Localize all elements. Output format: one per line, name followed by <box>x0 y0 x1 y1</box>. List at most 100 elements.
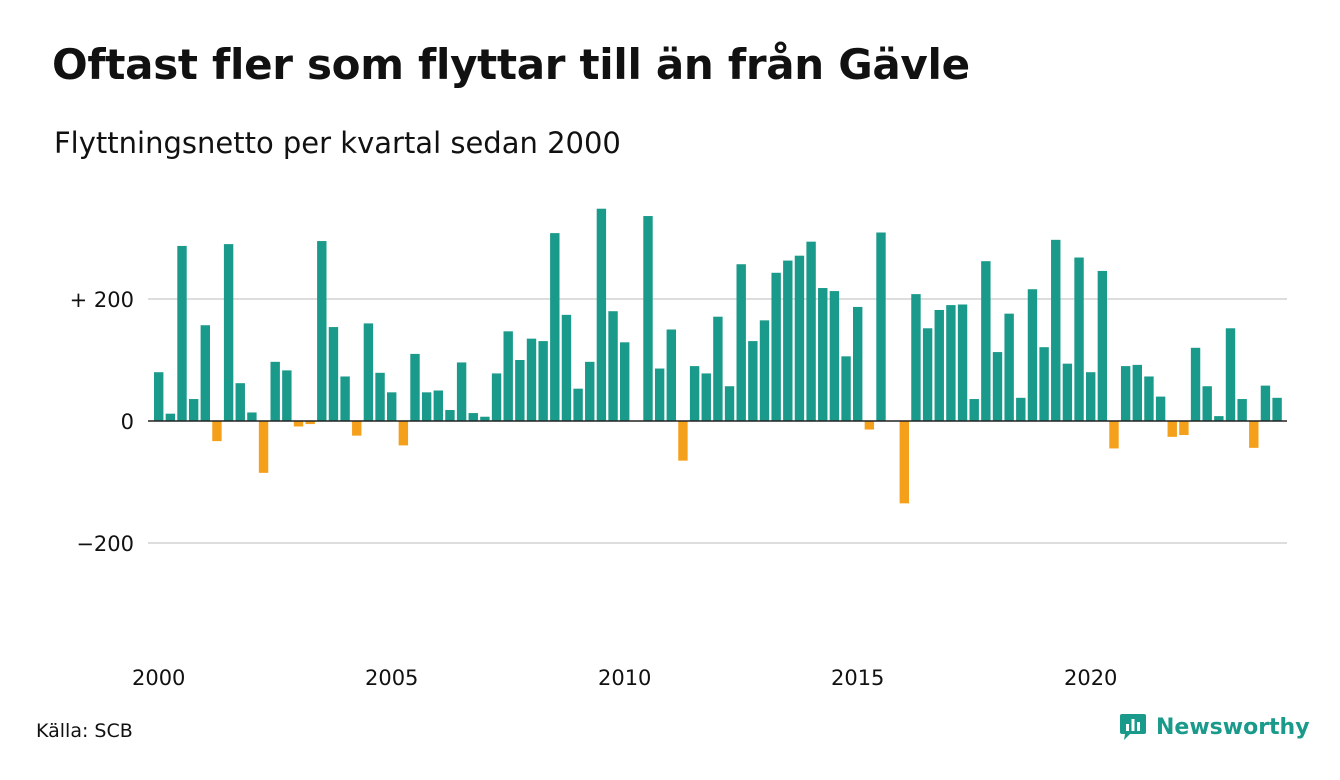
bar <box>363 323 374 421</box>
bar <box>293 421 304 427</box>
bar <box>724 386 735 421</box>
bar <box>957 304 968 421</box>
y-tick-labels: + 200 0 −200 <box>70 288 134 556</box>
bar <box>491 373 502 421</box>
x-tick-label: 2015 <box>831 666 884 690</box>
bar <box>188 399 199 421</box>
bar <box>608 311 618 421</box>
bar <box>1260 385 1271 421</box>
bar <box>561 314 572 421</box>
bar <box>340 376 350 421</box>
bar <box>573 388 583 421</box>
bar <box>1190 347 1201 421</box>
bar <box>352 421 362 436</box>
bar <box>1120 366 1131 421</box>
bar <box>1004 313 1014 421</box>
newsworthy-logo-icon <box>1120 714 1146 740</box>
bar <box>1051 239 1061 421</box>
bar <box>934 309 944 421</box>
bar <box>223 244 234 421</box>
bar <box>1016 397 1026 421</box>
brand-name: Newsworthy <box>1156 714 1310 740</box>
bar <box>1202 386 1212 421</box>
bar <box>1272 397 1282 421</box>
bar <box>503 331 513 421</box>
bar <box>1027 289 1038 421</box>
bar <box>317 241 327 421</box>
bar <box>398 421 409 446</box>
bar <box>177 245 187 421</box>
x-tick-label: 2000 <box>132 666 185 690</box>
y-tick-label: 0 <box>121 410 134 434</box>
bar <box>480 416 490 421</box>
bar <box>1039 347 1049 421</box>
bar <box>1132 364 1142 421</box>
bar <box>154 372 164 421</box>
y-tick-label: + 200 <box>70 288 134 312</box>
bar <box>1249 421 1259 448</box>
bar <box>550 233 560 421</box>
bar <box>1074 257 1084 421</box>
bar <box>515 360 525 421</box>
bar <box>829 291 840 421</box>
bar <box>538 341 548 421</box>
x-tick-labels: 2000 2005 2010 2015 2020 <box>132 666 1117 690</box>
bar <box>387 392 397 421</box>
bar <box>783 260 793 421</box>
bar <box>969 399 979 421</box>
bar <box>654 368 665 421</box>
x-tick-label: 2005 <box>365 666 418 690</box>
brand-logo[interactable]: Newsworthy <box>1118 712 1310 742</box>
x-tick-label: 2020 <box>1064 666 1117 690</box>
bar <box>689 366 700 421</box>
bar-chart: + 200 0 −200 2000 2005 2010 2015 2020 <box>70 208 1287 690</box>
bar <box>992 352 1003 421</box>
bar <box>596 208 607 421</box>
source-note: Källa: SCB <box>36 720 133 742</box>
bar <box>247 412 257 421</box>
chart-title: Oftast fler som flyttar till än från Gäv… <box>52 40 970 89</box>
bar <box>806 241 816 421</box>
bar <box>328 327 339 421</box>
bar <box>433 390 443 421</box>
bar <box>456 362 467 421</box>
bars <box>154 208 1282 504</box>
bar <box>1167 421 1177 437</box>
bar <box>235 383 245 421</box>
bar <box>748 341 758 421</box>
bar <box>899 421 909 504</box>
bar <box>1144 376 1154 421</box>
bar <box>585 361 595 421</box>
bar <box>841 356 851 421</box>
bar <box>200 325 210 421</box>
bar <box>818 288 828 421</box>
bar <box>468 413 478 421</box>
bar <box>1214 416 1224 421</box>
bar <box>1109 421 1119 449</box>
bar <box>410 353 420 421</box>
bar <box>1097 270 1108 421</box>
bar <box>1062 363 1073 421</box>
bar <box>853 306 863 421</box>
bar <box>736 264 746 421</box>
bar <box>922 328 933 421</box>
bar <box>421 392 432 421</box>
bar <box>911 294 921 421</box>
bar <box>1237 399 1247 421</box>
x-tick-label: 2010 <box>598 666 651 690</box>
bar <box>1179 421 1189 436</box>
bar <box>678 421 688 461</box>
bar <box>701 373 711 421</box>
bar <box>445 410 455 421</box>
bar <box>526 338 537 421</box>
bar <box>165 413 176 421</box>
bar <box>643 216 653 421</box>
chart-subtitle: Flyttningsnetto per kvartal sedan 2000 <box>54 126 621 160</box>
bar <box>282 370 292 421</box>
bar <box>794 255 805 421</box>
bar <box>620 342 630 421</box>
bar <box>666 329 676 421</box>
bar <box>305 421 315 425</box>
y-tick-label: −200 <box>76 532 134 556</box>
bar <box>258 421 269 473</box>
